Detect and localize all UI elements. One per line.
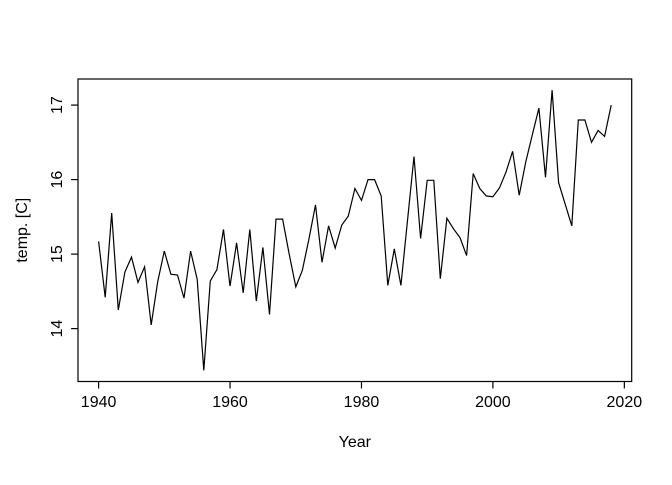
x-axis: 1940 1960 1980 2000 2020: [81, 381, 643, 411]
x-axis-title: Year: [339, 434, 372, 451]
x-tick-label: 2020: [607, 394, 643, 411]
y-tick-label: 16: [49, 171, 66, 189]
y-axis: 14 15 16 17: [49, 96, 79, 338]
y-axis-title: temp. [C]: [14, 198, 31, 263]
x-tick-label: 2000: [475, 394, 511, 411]
x-tick-label: 1980: [344, 394, 380, 411]
data-series: [98, 90, 612, 371]
y-tick-label: 15: [49, 245, 66, 263]
temperature-line: [98, 90, 612, 371]
x-tick-label: 1960: [212, 394, 248, 411]
y-tick-label: 14: [49, 320, 66, 338]
plot-box: [77, 78, 633, 383]
x-tick-label: 1940: [81, 394, 117, 411]
y-tick-label: 17: [49, 96, 66, 114]
